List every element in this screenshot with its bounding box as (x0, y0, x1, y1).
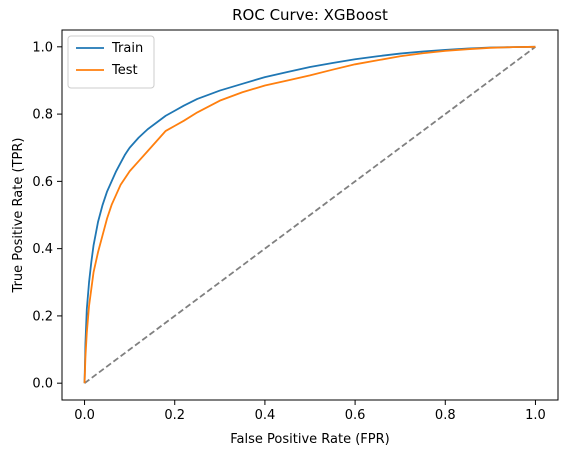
y-tick-label: 0.6 (32, 175, 53, 190)
series-line-test (83, 45, 536, 384)
x-axis-ticks: 0.0 0.2 0.4 0.6 0.8 1.0 (74, 400, 546, 423)
series-line-train (83, 45, 536, 384)
x-tick-label: 0.2 (164, 408, 185, 423)
x-tick-label: 0.8 (435, 408, 456, 423)
x-tick-label: 0.4 (255, 408, 276, 423)
y-tick-label: 0.4 (32, 242, 53, 257)
legend-label-train: Train (111, 41, 143, 56)
chart-title: ROC Curve: XGBoost (232, 6, 388, 24)
x-axis-label: False Positive Rate (FPR) (230, 432, 389, 447)
legend-box (67, 35, 155, 89)
legend-label-test: Test (111, 63, 138, 78)
y-tick-label: 0.0 (32, 377, 53, 392)
legend: Train Test (67, 35, 155, 89)
x-tick-label: 1.0 (525, 408, 546, 423)
y-tick-label: 1.0 (32, 40, 53, 55)
plot-area (83, 45, 536, 384)
y-tick-label: 0.8 (32, 108, 53, 123)
y-axis-ticks: 0.0 0.2 0.4 0.6 0.8 1.0 (32, 40, 62, 392)
chance-diagonal-line (84, 46, 536, 384)
y-axis-label: True Positive Rate (TPR) (11, 138, 26, 294)
plot-frame (61, 29, 559, 401)
x-tick-label: 0.0 (74, 408, 95, 423)
y-tick-label: 0.2 (32, 309, 53, 324)
x-tick-label: 0.6 (345, 408, 366, 423)
